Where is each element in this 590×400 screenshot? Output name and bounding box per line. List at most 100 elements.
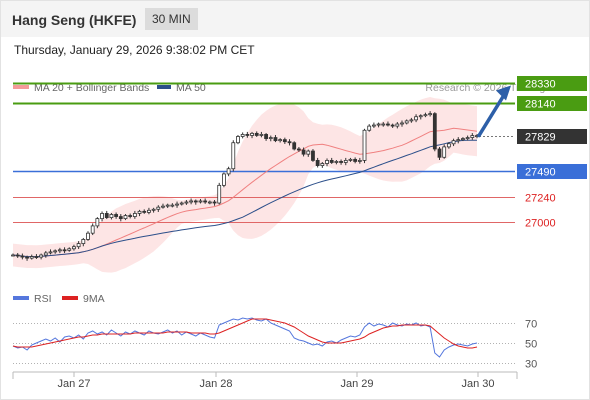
candle-body bbox=[20, 255, 25, 258]
minor-level-label-27240: 27240 bbox=[525, 193, 556, 205]
candle-body bbox=[386, 123, 390, 126]
support-label-box-27490 bbox=[517, 164, 587, 179]
candle-body bbox=[278, 139, 283, 142]
support-label-27490: 27490 bbox=[525, 167, 556, 179]
candle-body bbox=[311, 150, 315, 161]
candle-body bbox=[409, 119, 414, 122]
x-axis-ticks: Jan 27 Jan 28 Jan 29 Jan 30 bbox=[57, 372, 495, 390]
candle-body bbox=[207, 201, 212, 204]
candle-body bbox=[95, 218, 100, 227]
candle-body bbox=[212, 201, 217, 204]
legend-ma50-swatch bbox=[157, 85, 171, 89]
candle-body bbox=[465, 137, 470, 139]
candle-body bbox=[451, 140, 456, 145]
candle-body bbox=[114, 214, 119, 217]
candle-body bbox=[306, 150, 311, 155]
current-price-box bbox=[517, 129, 587, 144]
candle-body bbox=[34, 256, 39, 258]
x-tick-label: Jan 29 bbox=[340, 378, 373, 390]
header-bar: Hang Seng (HKFE) 30 MIN bbox=[1, 1, 589, 37]
level-labels: 28330 28140 27829 27490 27240 27000 bbox=[517, 76, 587, 230]
candle-body bbox=[446, 143, 451, 148]
candle-body bbox=[15, 254, 20, 257]
timeframe-button[interactable]: 30 MIN bbox=[145, 8, 198, 30]
candle-body bbox=[217, 184, 222, 204]
candle-body bbox=[273, 137, 278, 142]
candle-body bbox=[282, 139, 287, 143]
candle-body bbox=[109, 214, 114, 218]
candle-body bbox=[137, 210, 142, 214]
candle-body bbox=[315, 160, 320, 167]
candle-body bbox=[123, 215, 128, 220]
x-tick-label: Jan 30 bbox=[461, 378, 494, 390]
rsi-tick-50: 50 bbox=[525, 339, 537, 351]
candle-body bbox=[43, 252, 48, 256]
candle-body bbox=[161, 205, 165, 208]
candle-body bbox=[62, 249, 67, 252]
candle-body bbox=[189, 200, 194, 203]
ma50-line bbox=[12, 139, 477, 258]
candle-body bbox=[118, 216, 123, 220]
candle-body bbox=[404, 120, 409, 124]
candle-body bbox=[432, 113, 437, 150]
rsi-tick-30: 30 bbox=[525, 359, 537, 371]
candle-body bbox=[470, 135, 475, 138]
candle-body bbox=[381, 123, 386, 126]
candle-body bbox=[456, 139, 461, 142]
rsi-lines bbox=[12, 317, 478, 358]
bollinger-band-area bbox=[13, 97, 477, 273]
candle-body bbox=[320, 163, 325, 167]
moving-averages bbox=[12, 127, 478, 258]
candle-body bbox=[128, 215, 133, 217]
candle-body bbox=[147, 209, 151, 213]
candle-body bbox=[287, 141, 292, 144]
candle-body bbox=[90, 225, 95, 234]
candle-body bbox=[86, 232, 90, 240]
legend-bollinger-label: MA 20 + Bollinger Bands bbox=[34, 82, 149, 94]
candle-body bbox=[418, 115, 423, 118]
minor-level-label-27000: 27000 bbox=[525, 218, 556, 230]
legend-rsi-label: RSI bbox=[34, 293, 52, 305]
resistance-label-28140: 28140 bbox=[525, 99, 556, 111]
candle-body bbox=[348, 158, 353, 161]
resistance-label-28330: 28330 bbox=[525, 79, 556, 91]
candle-body bbox=[165, 204, 170, 207]
candle-body bbox=[104, 213, 109, 218]
rsi-tick-70: 70 bbox=[525, 319, 537, 331]
candle-body bbox=[268, 137, 273, 139]
candle-body bbox=[67, 248, 72, 251]
candle-body bbox=[292, 142, 297, 150]
candle-body bbox=[222, 173, 226, 186]
candle-body bbox=[57, 249, 62, 252]
candle-body bbox=[254, 132, 259, 136]
resistance-label-box-28140 bbox=[517, 96, 587, 111]
legend-rsi-swatch bbox=[13, 296, 29, 300]
x-tick-label: Jan 28 bbox=[199, 378, 232, 390]
candle-body bbox=[193, 200, 198, 203]
candle-body bbox=[25, 256, 29, 259]
candle-body bbox=[132, 213, 137, 217]
candle-body bbox=[170, 204, 175, 207]
candle-body bbox=[179, 202, 184, 205]
timestamp: Thursday, January 29, 2026 9:38:02 PM CE… bbox=[14, 43, 255, 57]
candle-body bbox=[301, 149, 306, 155]
rsi-grid: 70 50 30 bbox=[13, 319, 537, 371]
candle-body bbox=[414, 116, 418, 121]
candle-body bbox=[442, 146, 447, 158]
forecast-arrow-head bbox=[496, 85, 511, 101]
x-tick-label: Jan 27 bbox=[57, 378, 90, 390]
legend-ma50-label: MA 50 bbox=[176, 82, 206, 94]
candle-body bbox=[339, 161, 343, 163]
candle-body bbox=[334, 161, 339, 163]
candle-body bbox=[53, 250, 58, 253]
candle-body bbox=[245, 134, 250, 136]
candle-body bbox=[236, 136, 240, 144]
candle-body bbox=[343, 160, 348, 163]
candle-body bbox=[357, 160, 362, 162]
candle-body bbox=[240, 134, 245, 137]
candle-body bbox=[11, 254, 15, 257]
candle-body bbox=[376, 123, 381, 126]
forecast-arrow bbox=[477, 85, 511, 138]
candle-body bbox=[329, 160, 334, 163]
